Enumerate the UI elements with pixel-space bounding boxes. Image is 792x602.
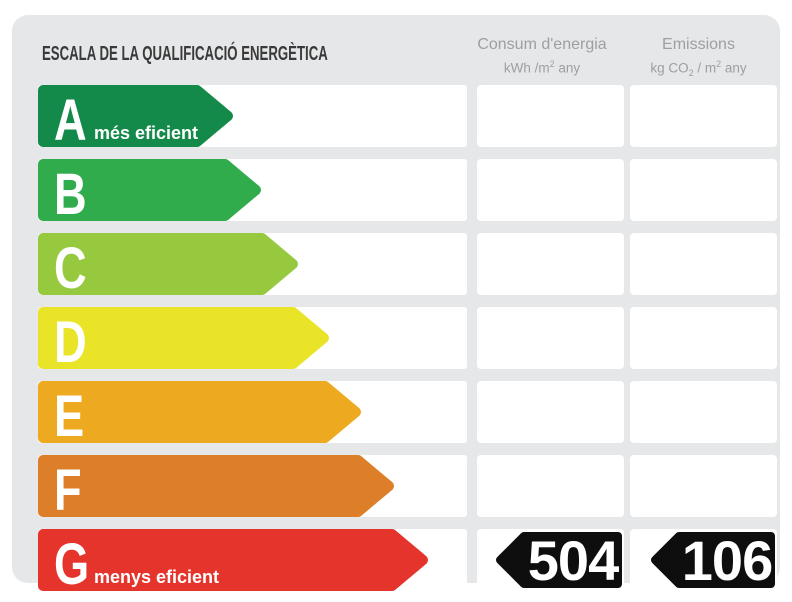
emissions-cell-E: [630, 381, 777, 443]
badge-arrow-shape: [496, 532, 622, 588]
consum-header-title: Consum d'energia: [477, 36, 607, 53]
consum-cell-D: [477, 307, 624, 369]
scale-row-D: D: [38, 307, 778, 369]
consum-cell-A: [477, 85, 624, 147]
consum-value-badge: 504: [496, 532, 622, 588]
rating-letter-C: C: [54, 237, 87, 295]
rating-letter-E: E: [54, 385, 84, 443]
arrow-shape: [38, 233, 298, 295]
emissions-cell-D: [630, 307, 777, 369]
energy-scale-panel: ESCALA DE LA QUALIFICACIÓ ENERGÈTICA Con…: [12, 15, 781, 591]
rating-arrow-D: D: [38, 307, 329, 369]
rating-arrow-E: E: [38, 381, 361, 443]
emissions-cell-F: [630, 455, 777, 517]
emissions-column-header: Emissions kg CO2 / m2 any: [616, 35, 781, 82]
rating-arrow-C: C: [38, 233, 298, 295]
consum-cell-G: 504: [477, 529, 624, 591]
scale-row-F: F: [38, 455, 778, 517]
scale-row-C: C: [38, 233, 778, 295]
rating-letter-A: A: [54, 89, 87, 147]
consum-cell-F: [477, 455, 624, 517]
emissions-cell-G: 106: [630, 529, 777, 591]
consum-column-header: Consum d'energia kWh /m2 any: [457, 35, 627, 78]
scale-row-B: B: [38, 159, 778, 221]
consum-cell-C: [477, 233, 624, 295]
emissions-value-badge-text: 106: [682, 532, 772, 588]
scale-row-E: E: [38, 381, 778, 443]
emissions-cell-B: [630, 159, 777, 221]
rating-letter-B: B: [54, 163, 87, 221]
efficiency-note-A: més eficient: [94, 123, 198, 143]
rating-letter-G: G: [54, 533, 89, 591]
arrow-shape: [38, 307, 329, 369]
consum-cell-E: [477, 381, 624, 443]
rating-letter-F: F: [54, 459, 82, 517]
rating-arrow-B: B: [38, 159, 261, 221]
consum-value-badge-text: 504: [528, 532, 619, 588]
consum-cell-B: [477, 159, 624, 221]
emissions-value-badge: 106: [651, 532, 775, 588]
emissions-cell-A: [630, 85, 777, 147]
emissions-header-title: Emissions: [662, 36, 735, 53]
consum-header-unit: kWh /m2 any: [503, 59, 581, 76]
emissions-cell-C: [630, 233, 777, 295]
emissions-header-unit: kg CO2 / m2 any: [650, 59, 747, 79]
badge-arrow-shape: [651, 532, 775, 588]
arrow-shape: [38, 455, 394, 517]
rating-arrow-F: F: [38, 455, 394, 517]
arrow-shape: [38, 381, 361, 443]
page-title: ESCALA DE LA QUALIFICACIÓ ENERGÈTICA: [42, 43, 328, 65]
rating-letter-D: D: [54, 311, 87, 369]
efficiency-note-G: menys eficient: [94, 567, 219, 587]
arrow-shape: [38, 159, 261, 221]
arrow-shape: [38, 529, 428, 591]
arrow-shape: [38, 85, 233, 147]
